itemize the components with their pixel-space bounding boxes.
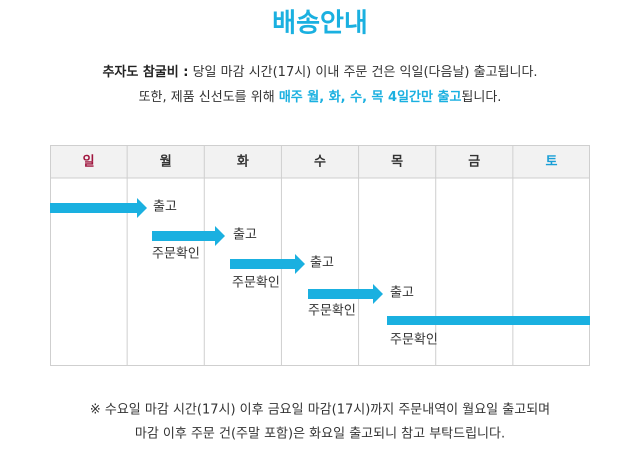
arrow (152, 226, 225, 246)
ship-label: 출고 (310, 256, 334, 271)
footer-line: 마감 이후 주문 건(주말 포함)은 화요일 출고되니 참고 부탁드립니다. (135, 427, 505, 442)
day-header: 화 (237, 154, 249, 170)
day-header: 일 (83, 155, 95, 170)
day-header: 토 (545, 155, 557, 170)
arrow (308, 284, 383, 304)
header-row (50, 145, 590, 178)
notice2-prefix: 또한, 제품 신선도를 위해 (139, 90, 279, 105)
footer-line: ※ 수요일 마감 시간(17시) 이후 금요일 마감(17시)까지 주문내역이 … (90, 403, 550, 418)
arrows (50, 198, 590, 325)
notice2: 또한, 제품 신선도를 위해 매주 월, 화, 수, 목 4일간만 출고됩니다. (139, 89, 502, 105)
order-label: 주문확인 (232, 276, 280, 291)
order-label: 주문확인 (152, 247, 200, 262)
ship-label: 출고 (233, 228, 257, 243)
arrow (230, 254, 305, 274)
order-label: 주문확인 (308, 304, 356, 319)
notice2-suffix: 됩니다. (461, 90, 501, 105)
day-header: 월 (160, 154, 172, 170)
ship-label: 출고 (390, 286, 414, 301)
notice-label: 추자도 참굴비 : (102, 64, 188, 80)
day-header: 금 (468, 155, 480, 170)
notice2-highlight: 매주 월, 화, 수, 목 4일간만 출고 (279, 89, 462, 105)
table-border (50, 145, 590, 366)
order-label: 주문확인 (390, 333, 438, 348)
notice: 추자도 참굴비 : 당일 마감 시간(17시) 이내 주문 건은 익일(다음날)… (102, 64, 537, 80)
title: 배송안내 (272, 9, 368, 39)
bar (387, 316, 590, 325)
day-header: 목 (391, 155, 403, 170)
day-header: 수 (314, 155, 326, 170)
ship-label: 출고 (153, 200, 177, 215)
arrow (50, 198, 147, 218)
notice-text: 당일 마감 시간(17시) 이내 주문 건은 익일(다음날) 출고됩니다. (188, 65, 537, 80)
